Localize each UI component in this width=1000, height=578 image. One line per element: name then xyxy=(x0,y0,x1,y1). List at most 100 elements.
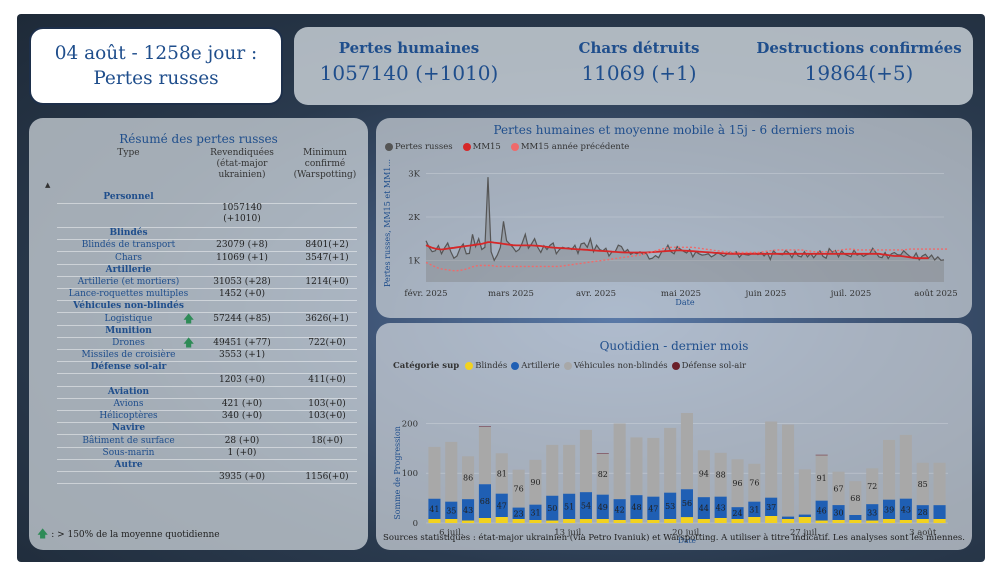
row-divider xyxy=(57,397,357,399)
bar-segment-artillery xyxy=(495,493,508,517)
bar-segment-armored xyxy=(495,517,508,523)
vehicles-data-label: 68 xyxy=(850,494,860,503)
kpi-value: 19864(+5) xyxy=(804,61,914,85)
table-row: 1203 (+0) 411(+0) xyxy=(57,374,357,387)
bar-segment-armored xyxy=(664,519,677,523)
bar-chart[interactable]: 200 100 0 Somme de Progression 41 35 43 86 68 47 8… xyxy=(376,323,972,550)
column-header-type: Type xyxy=(117,148,140,158)
sort-up-icon[interactable]: ▲ xyxy=(45,181,51,189)
bar-segment-vehicles xyxy=(697,450,710,498)
row-label: Artillerie (et mortiers) xyxy=(77,277,180,287)
bar-segment-armored xyxy=(883,519,896,523)
bar-segment-vehicles xyxy=(815,455,828,501)
kpi-label: Destructions confirmées xyxy=(756,39,962,57)
bar-segment-air-defense xyxy=(815,454,828,456)
table-row: Bâtiment de surface 28 (+0) 18(+0) xyxy=(57,435,357,448)
legend-item[interactable]: MM15 xyxy=(462,142,501,152)
bar-segment-artillery xyxy=(883,499,896,519)
bar-segment-vehicles xyxy=(596,453,609,495)
vehicles-data-label: 81 xyxy=(497,470,507,479)
vehicles-data-label: 82 xyxy=(598,470,608,479)
row-divider xyxy=(57,263,357,265)
kpi-card: Pertes humaines 1057140 (+1010) Chars dé… xyxy=(294,27,973,105)
bar-segment-artillery xyxy=(798,514,811,517)
artillery-data-label: 48 xyxy=(631,503,641,512)
x-tick-label: 20 juil. xyxy=(672,528,702,538)
legend-label: MM15 année précédente xyxy=(520,142,630,152)
table-row: Avions 421 (+0) 103(+0) xyxy=(57,398,357,411)
bar-segment-vehicles xyxy=(916,462,929,506)
table-row: Lance-roquettes multiples 1452 (+0) xyxy=(57,288,357,302)
bar-segment-artillery xyxy=(697,497,710,519)
artillery-data-label: 23 xyxy=(514,509,524,518)
row-divider xyxy=(57,385,357,387)
row-label: Avions xyxy=(113,399,144,409)
claimed-cell: 31053 (+28) xyxy=(213,277,271,287)
artillery-data-label: 50 xyxy=(547,504,557,513)
bar-segment-armored xyxy=(680,517,693,523)
section-label: Blindés xyxy=(109,228,148,239)
bar-segment-artillery xyxy=(428,498,441,519)
row-divider xyxy=(57,373,357,375)
table-section-header: Aviation xyxy=(57,386,357,399)
vehicles-data-label: 88 xyxy=(716,471,726,480)
arrow-up-icon: 🡅 xyxy=(183,336,195,349)
claimed-cell: 23079 (+8) xyxy=(216,240,268,251)
bar-segment-armored xyxy=(815,520,828,523)
bar-segment-vehicles xyxy=(782,424,795,517)
vehicles-data-label: 91 xyxy=(817,474,827,483)
bar-segment-armored xyxy=(512,519,525,523)
legend-item[interactable]: Blindés xyxy=(465,361,507,371)
bar-segment-armored xyxy=(798,517,811,523)
section-label: Navire xyxy=(111,423,146,434)
bar-segment-vehicles xyxy=(933,462,946,506)
legend-item[interactable]: Artillerie xyxy=(511,361,560,371)
bar-segment-vehicles xyxy=(445,441,458,502)
bar-segment-armored xyxy=(579,519,592,523)
legend-item[interactable]: MM15 année précédente xyxy=(510,142,630,152)
row-divider xyxy=(57,203,357,204)
artillery-data-label: 35 xyxy=(446,506,456,515)
legend-label: Véhicules non-blindés xyxy=(573,361,668,371)
claimed-cell: 49451 (+77) xyxy=(213,338,271,348)
kpi-tanks-destroyed: Chars détruits 11069 (+1) xyxy=(554,39,724,85)
bar-segment-vehicles xyxy=(512,469,525,508)
bar-segment-vehicles xyxy=(630,437,643,496)
artillery-data-label: 28 xyxy=(918,508,928,517)
section-label: Autre xyxy=(114,460,143,470)
bar-segment-artillery xyxy=(680,489,693,518)
bar-segment-armored xyxy=(630,519,643,523)
x-axis-label: Date xyxy=(675,298,694,307)
artillery-data-label: 46 xyxy=(817,507,827,516)
row-divider xyxy=(57,312,357,314)
table-row: Hélicoptères 340 (+0) 103(+0) xyxy=(57,410,357,424)
artillery-data-label: 30 xyxy=(833,509,843,518)
confirmed-cell: 103(+0) xyxy=(308,399,346,409)
vehicles-data-label: 76 xyxy=(514,485,524,494)
bar-segment-vehicles xyxy=(832,471,845,505)
bar-segment-artillery xyxy=(748,501,761,517)
table-section-header: Autre xyxy=(57,459,357,472)
y-tick-label: 100 xyxy=(402,469,418,479)
x-tick-label: févr. 2025 xyxy=(404,288,447,299)
row-divider xyxy=(57,288,357,289)
bar-segment-vehicles xyxy=(765,421,778,498)
row-label: Sous-marin xyxy=(102,447,155,458)
claimed-cell: 11069 (+1) xyxy=(216,252,268,263)
legend-item[interactable]: Pertes russes xyxy=(385,142,453,152)
legend-item[interactable]: Véhicules non-blindés xyxy=(563,361,668,371)
bar-segment-armored xyxy=(546,520,559,523)
row-divider xyxy=(57,446,357,448)
legend-label: Défense sol-air xyxy=(681,361,747,371)
bar-segment-armored xyxy=(596,519,609,523)
artillery-data-label: 43 xyxy=(901,505,911,514)
vehicles-data-label: 86 xyxy=(463,474,473,483)
y-tick-label: 1K xyxy=(408,256,420,266)
legend-item[interactable]: Défense sol-air xyxy=(671,361,747,371)
row-label: Drones xyxy=(112,338,145,348)
line-chart[interactable]: 3K 2K 1K févr. 2025 mars 2025 avr. 2025 mai 20… xyxy=(376,118,972,318)
y-axis-label: Pertes russes, MM15 et MM1... xyxy=(383,159,392,287)
row-divider xyxy=(57,239,357,241)
bar-segment-vehicles xyxy=(731,459,744,508)
claimed-cell: 3553 (+1) xyxy=(218,350,266,361)
